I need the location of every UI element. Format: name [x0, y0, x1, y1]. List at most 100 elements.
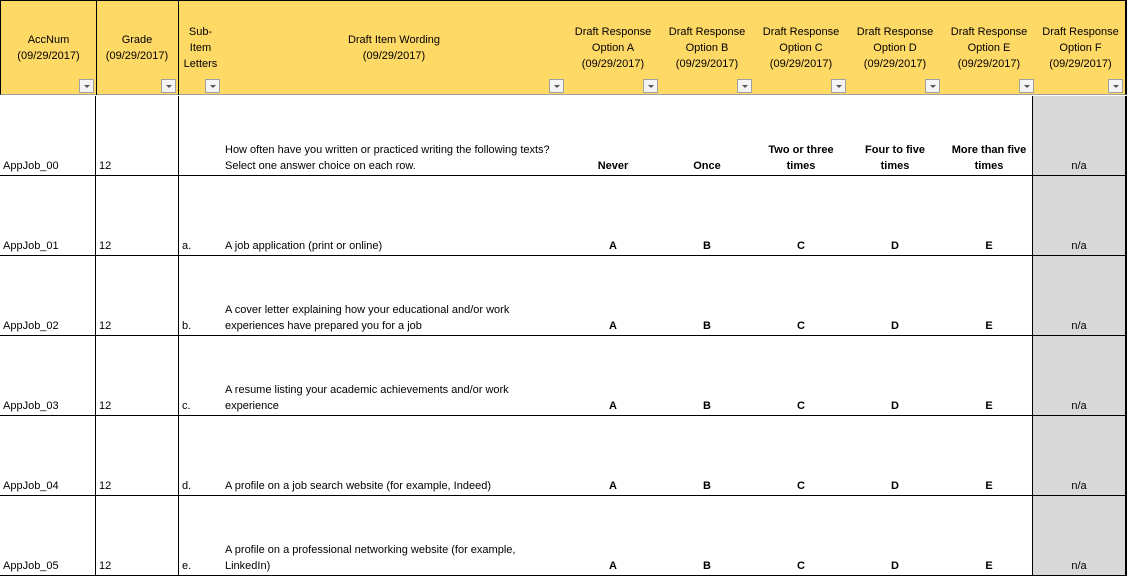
header-label: AccNum (09/29/2017)	[17, 34, 80, 62]
cell-option-f[interactable]: n/a	[1032, 176, 1127, 255]
cell-option-d[interactable]: D	[848, 256, 942, 335]
cell-option-d[interactable]: D	[848, 496, 942, 575]
cell-text: D	[891, 560, 899, 572]
cell-option-f[interactable]: n/a	[1032, 336, 1127, 415]
cell-option-a[interactable]: A	[566, 336, 660, 415]
cell-draft-item-wording[interactable]: A job application (print or online)	[222, 176, 566, 255]
cell-option-a[interactable]: A	[566, 496, 660, 575]
header-accnum: AccNum (09/29/2017)	[1, 1, 97, 95]
header-label: Draft Response Option B (09/29/2017)	[668, 26, 746, 70]
cell-accnum[interactable]: AppJob_04	[0, 416, 96, 495]
cell-option-c[interactable]: C	[754, 256, 848, 335]
cell-accnum[interactable]: AppJob_00	[0, 96, 96, 175]
cell-option-e[interactable]: More than five times	[942, 96, 1036, 175]
cell-option-a[interactable]: Never	[566, 96, 660, 175]
table-row: AppJob_04 12 d. A profile on a job search w…	[0, 416, 1127, 496]
cell-option-e[interactable]: E	[942, 416, 1036, 495]
cell-text: AppJob_02	[3, 320, 59, 332]
cell-accnum[interactable]: AppJob_03	[0, 336, 96, 415]
cell-text: B	[703, 320, 711, 332]
cell-text: C	[797, 320, 805, 332]
cell-option-e[interactable]: E	[942, 176, 1036, 255]
cell-option-d[interactable]: D	[848, 336, 942, 415]
cell-grade[interactable]: 12	[96, 96, 179, 175]
header-draft-item-wording: Draft Item Wording (09/29/2017)	[222, 1, 566, 95]
cell-grade[interactable]: 12	[96, 176, 179, 255]
cell-grade[interactable]: 12	[96, 416, 179, 495]
header-label: Draft Response Option A (09/29/2017)	[574, 26, 652, 70]
cell-option-a[interactable]: A	[566, 176, 660, 255]
cell-grade[interactable]: 12	[96, 336, 179, 415]
cell-option-a[interactable]: A	[566, 416, 660, 495]
cell-text: C	[797, 400, 805, 412]
table-row: AppJob_00 12 How often have you written or…	[0, 96, 1127, 176]
cell-sub-item-letters[interactable]: e.	[179, 496, 222, 575]
cell-text: D	[891, 480, 899, 492]
cell-option-f[interactable]: n/a	[1032, 496, 1127, 575]
table-row: AppJob_01 12 a. A job application (print or…	[0, 176, 1127, 256]
cell-accnum[interactable]: AppJob_05	[0, 496, 96, 575]
cell-text: c.	[182, 400, 191, 412]
cell-option-f[interactable]: n/a	[1032, 416, 1127, 495]
cell-draft-item-wording[interactable]: How often have you written or practiced …	[222, 96, 566, 175]
cell-text: AppJob_03	[3, 400, 59, 412]
cell-option-f[interactable]: n/a	[1032, 256, 1127, 335]
filter-dropdown-button[interactable]	[79, 79, 94, 93]
cell-draft-item-wording[interactable]: A profile on a job search website (for e…	[222, 416, 566, 495]
header-option-b: Draft Response Option B (09/29/2017)	[660, 1, 754, 95]
cell-option-b[interactable]: B	[660, 496, 754, 575]
cell-text: E	[985, 480, 993, 492]
filter-dropdown-button[interactable]	[643, 79, 658, 93]
cell-sub-item-letters[interactable]: b.	[179, 256, 222, 335]
filter-dropdown-button[interactable]	[925, 79, 940, 93]
cell-accnum[interactable]: AppJob_02	[0, 256, 96, 335]
filter-dropdown-button[interactable]	[205, 79, 220, 93]
cell-accnum[interactable]: AppJob_01	[0, 176, 96, 255]
cell-option-d[interactable]: D	[848, 176, 942, 255]
cell-grade[interactable]: 12	[96, 256, 179, 335]
cell-option-c[interactable]: C	[754, 416, 848, 495]
cell-option-d[interactable]: Four to five times	[848, 96, 942, 175]
cell-option-b[interactable]: Once	[660, 96, 754, 175]
cell-option-e[interactable]: E	[942, 256, 1036, 335]
cell-option-a[interactable]: A	[566, 256, 660, 335]
cell-option-e[interactable]: E	[942, 496, 1036, 575]
cell-option-c[interactable]: Two or three times	[754, 96, 848, 175]
cell-draft-item-wording[interactable]: A profile on a professional networking w…	[222, 496, 566, 575]
header-label: Grade (09/29/2017)	[105, 34, 169, 62]
cell-text: A	[609, 320, 617, 332]
cell-draft-item-wording[interactable]: A cover letter explaining how your educa…	[222, 256, 566, 335]
cell-sub-item-letters[interactable]: d.	[179, 416, 222, 495]
cell-option-b[interactable]: B	[660, 416, 754, 495]
cell-text: AppJob_04	[3, 480, 59, 492]
filter-dropdown-button[interactable]	[1108, 79, 1123, 93]
cell-option-e[interactable]: E	[942, 336, 1036, 415]
cell-text: n/a	[1071, 320, 1087, 332]
cell-option-b[interactable]: B	[660, 176, 754, 255]
header-label: Draft Item Wording (09/29/2017)	[347, 34, 441, 62]
cell-option-c[interactable]: C	[754, 176, 848, 255]
cell-option-c[interactable]: C	[754, 496, 848, 575]
cell-option-b[interactable]: B	[660, 256, 754, 335]
cell-text: A	[609, 480, 617, 492]
cell-sub-item-letters[interactable]: a.	[179, 176, 222, 255]
cell-text: AppJob_00	[3, 160, 59, 172]
cell-text: B	[703, 480, 711, 492]
cell-option-d[interactable]: D	[848, 416, 942, 495]
cell-grade[interactable]: 12	[96, 496, 179, 575]
table-row: AppJob_05 12 e. A profile on a professional…	[0, 496, 1127, 576]
cell-text: E	[985, 320, 993, 332]
cell-option-f[interactable]: n/a	[1032, 96, 1127, 175]
cell-sub-item-letters[interactable]	[179, 96, 222, 175]
filter-dropdown-button[interactable]	[831, 79, 846, 93]
cell-option-b[interactable]: B	[660, 336, 754, 415]
filter-dropdown-button[interactable]	[549, 79, 564, 93]
cell-text: 12	[99, 320, 112, 332]
filter-dropdown-button[interactable]	[161, 79, 176, 93]
cell-option-c[interactable]: C	[754, 336, 848, 415]
filter-dropdown-button[interactable]	[1019, 79, 1034, 93]
cell-sub-item-letters[interactable]: c.	[179, 336, 222, 415]
filter-dropdown-button[interactable]	[737, 79, 752, 93]
cell-text: How often have you written or practiced …	[225, 144, 550, 172]
cell-draft-item-wording[interactable]: A resume listing your academic achieveme…	[222, 336, 566, 415]
